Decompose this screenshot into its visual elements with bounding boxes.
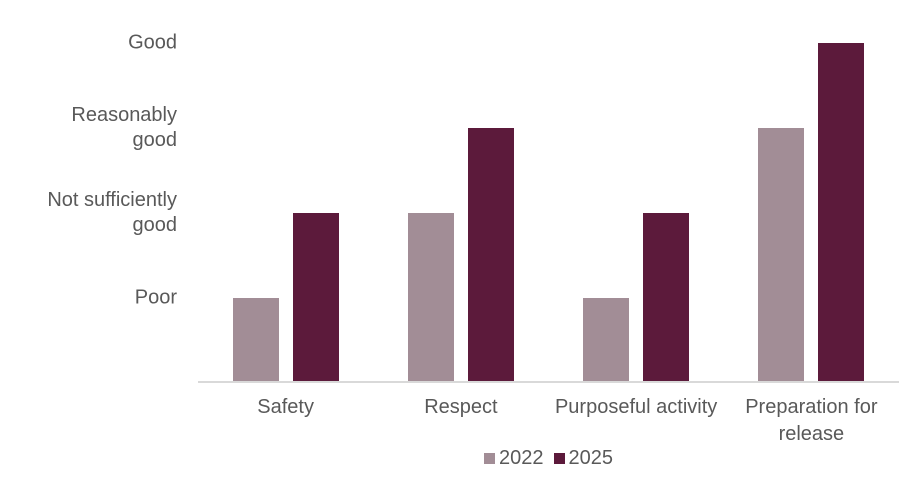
y-tick-label-not-sufficiently-good: Not sufficiently good bbox=[47, 189, 177, 236]
bar-2022-safety bbox=[232, 298, 279, 383]
bar-2025-respect bbox=[467, 128, 514, 383]
legend-swatch-2025 bbox=[553, 452, 565, 464]
legend-item-2025: 2025 bbox=[553, 446, 614, 470]
y-tick-label-good: Good bbox=[128, 31, 177, 54]
bar-2022-preparation-for-release bbox=[758, 128, 805, 383]
bar-2025-safety bbox=[292, 213, 339, 383]
bar-2022-respect bbox=[407, 213, 454, 383]
bar-2025-preparation-for-release bbox=[818, 43, 865, 383]
x-tick-label-preparation-for-release: Preparation for release bbox=[745, 396, 878, 445]
x-tick-label-respect: Respect bbox=[424, 396, 498, 418]
legend-label-2025: 2025 bbox=[568, 447, 614, 469]
legend-label-2022: 2022 bbox=[499, 447, 544, 469]
x-tick-label-safety: Safety bbox=[257, 396, 314, 418]
legend-swatch-2022 bbox=[484, 452, 495, 464]
legend-item-2022: 2022 bbox=[484, 446, 544, 470]
bar-2022-purposeful-activity bbox=[583, 298, 630, 383]
x-axis-line bbox=[198, 381, 899, 383]
x-tick-label-purposeful-activity: Purposeful activity bbox=[554, 396, 718, 418]
bar-2025-purposeful-activity bbox=[643, 213, 690, 383]
chart-legend: 2022 2025 bbox=[198, 446, 899, 470]
y-tick-label-poor: Poor bbox=[134, 286, 177, 309]
y-tick-label-reasonably-good: Reasonably good bbox=[71, 104, 177, 151]
